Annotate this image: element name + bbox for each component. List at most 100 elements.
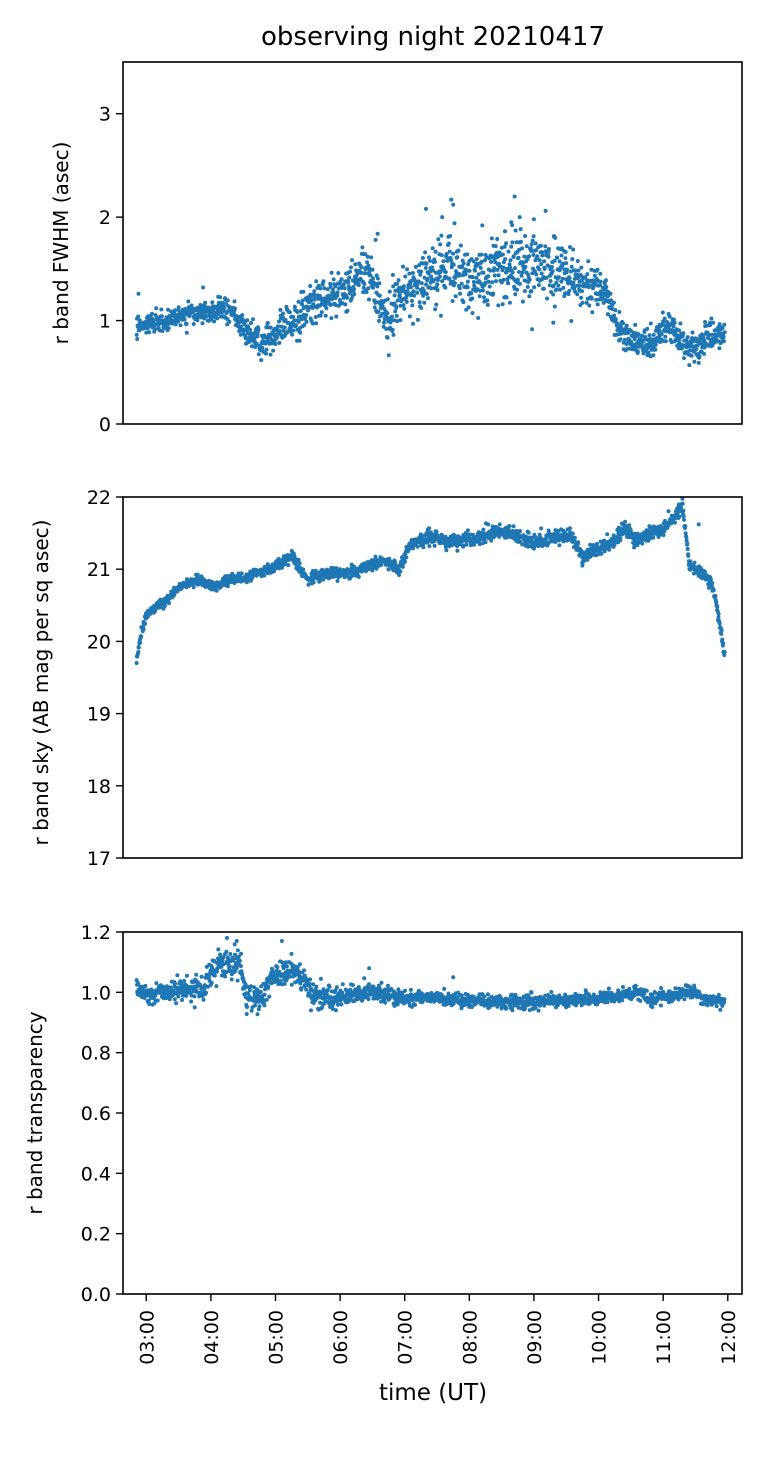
data-point [216,947,221,952]
data-point [520,542,525,547]
data-point [262,573,267,578]
data-point [382,320,386,325]
data-point [572,535,577,540]
data-point [277,328,282,333]
y-tick-label: 3 [99,104,111,126]
data-point [333,284,338,289]
data-point [560,276,565,281]
data-point [385,335,390,340]
data-point [604,278,608,283]
data-point [398,318,403,323]
data-point [373,300,378,305]
data-point [245,1005,249,1009]
data-point [549,990,554,994]
data-point [234,966,239,970]
data-point [543,244,548,249]
data-point [136,291,141,296]
data-point [629,329,634,333]
data-point [543,208,548,213]
data-point [225,298,230,303]
data-point [200,321,205,326]
data-point [525,285,530,289]
data-point [713,594,718,598]
data-point [290,332,295,337]
data-point [569,319,574,323]
data-point [520,246,525,251]
data-point [362,976,367,981]
data-point [321,279,326,284]
data-point [579,265,584,270]
y-tick-label: 2 [99,207,111,229]
data-point [540,250,545,255]
data-point [229,968,233,973]
data-point [589,296,594,301]
data-point [496,273,501,278]
data-point [683,524,688,529]
data-point [471,259,476,264]
data-point [722,650,727,654]
data-point [618,536,623,541]
data-point [362,282,367,286]
data-point [249,1008,254,1013]
data-point [630,347,635,352]
data-point [233,306,237,311]
data-point [477,294,482,299]
y-tick-label: 17 [87,848,111,870]
data-point [500,252,505,257]
data-point [449,197,454,202]
data-point [272,338,277,343]
data-point [653,347,658,352]
data-point [515,287,520,292]
data-point [453,294,458,299]
data-point [335,579,340,583]
data-point [390,272,395,277]
data-point [423,266,428,270]
data-point [206,305,211,310]
data-point [509,992,514,997]
data-point [486,279,491,284]
data-point [666,509,671,514]
data-point [537,267,542,272]
data-point [595,302,600,307]
data-point [419,306,424,310]
data-point [386,983,390,988]
data-point [407,271,412,276]
data-point [550,269,555,274]
data-point [340,982,345,987]
data-point [661,323,666,327]
data-point [312,297,317,302]
data-point [523,234,528,238]
data-point [575,292,580,297]
data-point [411,321,415,326]
data-point [479,252,484,257]
data-point [214,588,219,593]
data-point [227,319,232,324]
data-point [696,522,701,527]
data-point [482,295,486,300]
data-point [402,306,407,311]
data-point [546,254,551,259]
data-point [427,255,431,260]
chart-title: observing night 20210417 [261,22,605,52]
data-point [472,542,477,547]
data-point [141,627,146,632]
data-point [680,501,685,506]
data-point [345,308,350,313]
data-point [720,637,725,642]
data-point [372,305,377,310]
data-point [485,992,490,997]
data-point [314,321,319,326]
data-point [286,563,291,568]
data-point [184,983,189,988]
data-point [599,551,604,556]
data-point [435,288,440,293]
data-point [318,313,323,318]
data-point [247,988,252,993]
data-point [281,311,285,316]
data-point [533,1005,538,1010]
data-point [240,313,245,318]
data-point [424,206,428,211]
data-point [264,981,269,985]
data-point [297,338,302,343]
